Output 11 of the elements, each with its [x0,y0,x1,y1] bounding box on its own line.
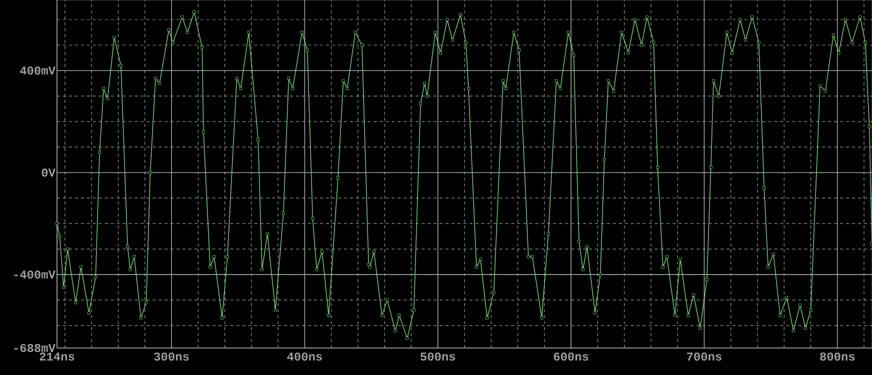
x-tick-label: 600ns [554,352,588,361]
y-tick-label: -400mV [14,270,56,279]
x-tick-label: 700ns [687,352,722,361]
x-tick-label: 400ns [287,352,322,361]
x-tick-label: 214ns [40,352,74,361]
x-tick-label: 300ns [154,352,189,361]
x-tick-label: 500ns [420,352,456,361]
y-tick-label: 400mV [20,66,56,75]
x-tick-label: 800ns [820,352,855,361]
y-tick-label: 0V [42,168,56,177]
y-tick-label: -688mV [14,344,56,352]
